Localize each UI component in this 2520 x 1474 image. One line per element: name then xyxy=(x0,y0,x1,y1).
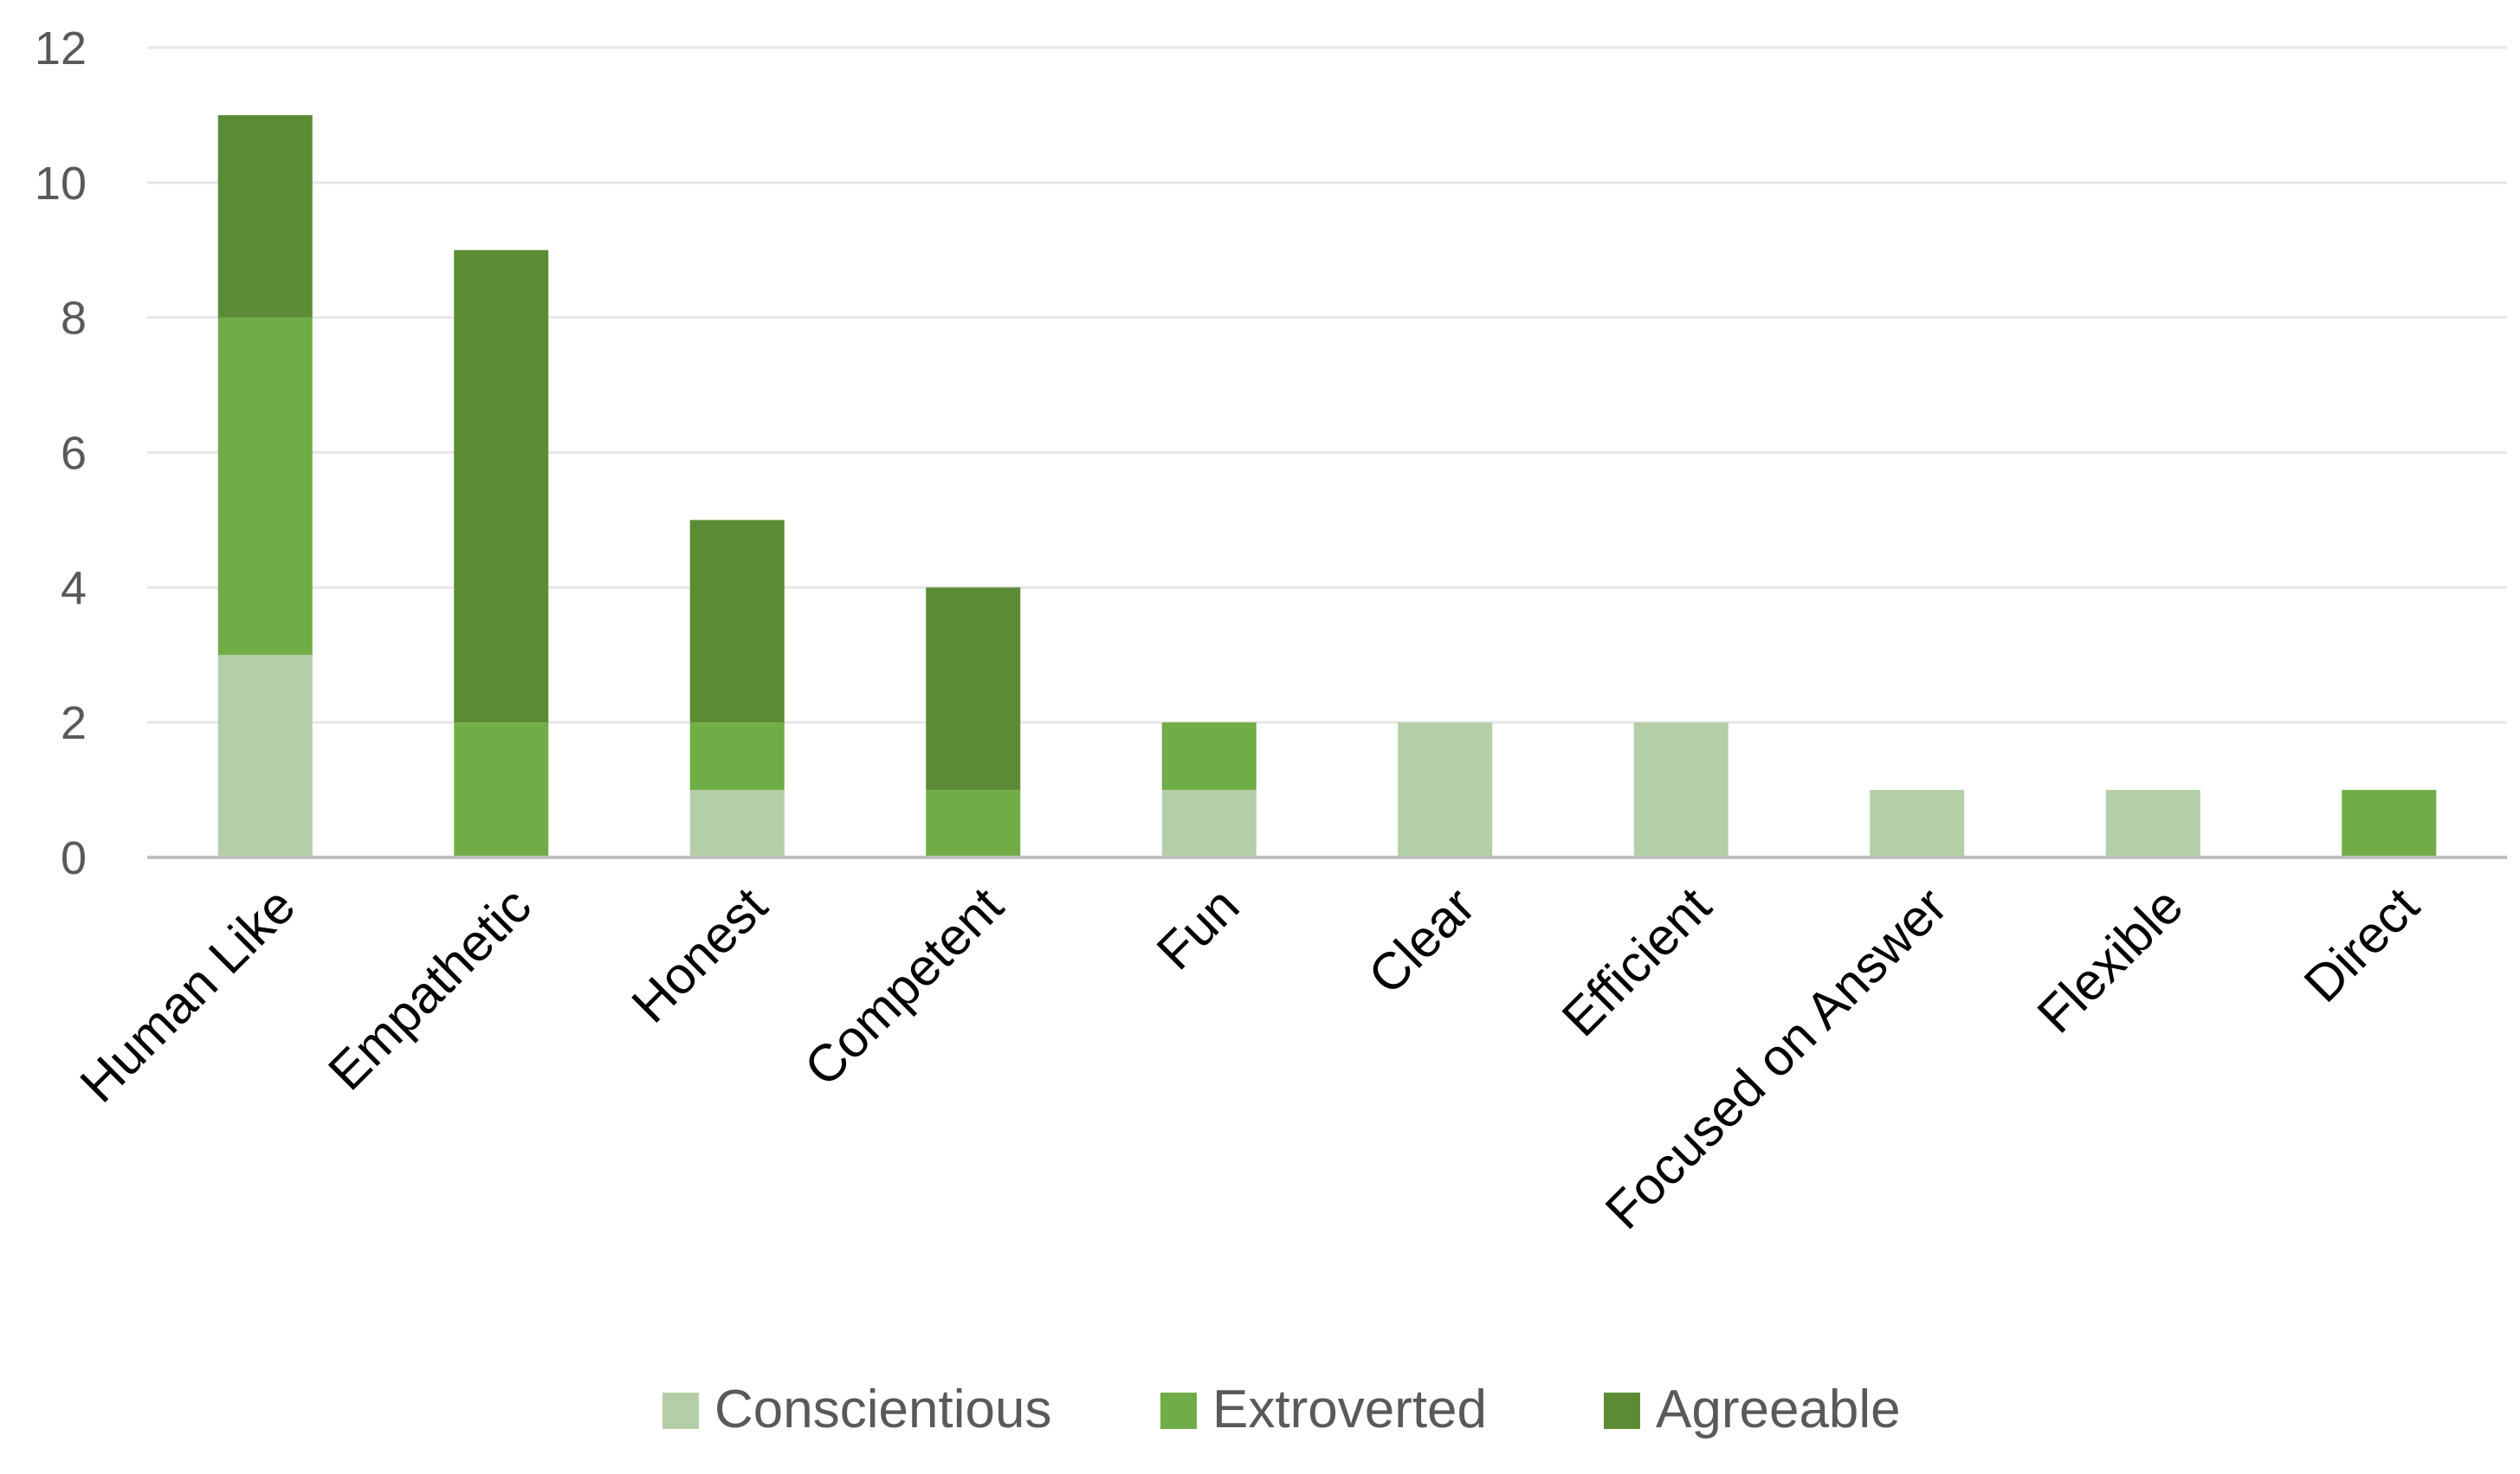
legend-swatch-conscientious xyxy=(662,1393,699,1429)
y-tick-label: 0 xyxy=(61,832,87,884)
x-category-label-honest: Honest xyxy=(621,876,779,1034)
bar-fun-conscientious xyxy=(1161,790,1257,857)
bar-clear-conscientious xyxy=(1398,722,1493,857)
y-tick-label: 4 xyxy=(61,562,87,614)
bars xyxy=(217,114,2437,857)
bar-direct-extroverted xyxy=(2342,790,2437,857)
bar-empathetic-agreeable xyxy=(454,249,549,723)
x-category-label-human-like: Human Like xyxy=(69,876,307,1114)
y-tick-label: 12 xyxy=(35,23,87,74)
legend-swatch-extroverted xyxy=(1160,1393,1197,1429)
legend-label-conscientious: Conscientious xyxy=(714,1380,1051,1439)
bar-efficient-conscientious xyxy=(1633,722,1728,857)
bar-empathetic-extroverted xyxy=(454,722,549,857)
legend-label-agreeable: Agreeable xyxy=(1656,1380,1901,1439)
bar-fun-extroverted xyxy=(1161,722,1257,791)
bar-flexible-conscientious xyxy=(2105,790,2200,857)
bar-competent-extroverted xyxy=(926,790,1021,857)
x-category-label-empathetic: Empathetic xyxy=(317,876,542,1102)
y-tick-label: 2 xyxy=(61,697,87,749)
bar-human-like-extroverted xyxy=(217,317,313,656)
y-axis-tick-labels: 0 2 4 6 8 10 12 xyxy=(35,23,87,884)
x-category-label-flexible: Flexible xyxy=(2026,876,2194,1044)
x-category-label-direct: Direct xyxy=(2293,876,2430,1013)
bar-honest-extroverted xyxy=(689,722,785,791)
y-tick-label: 8 xyxy=(61,293,87,345)
y-tick-label: 6 xyxy=(61,428,87,480)
legend: Conscientious Extroverted Agreeable xyxy=(662,1380,1901,1439)
legend-swatch-agreeable xyxy=(1604,1393,1640,1429)
x-category-label-fun: Fun xyxy=(1146,876,1250,980)
x-category-label-clear: Clear xyxy=(1357,876,1486,1005)
bar-human-like-agreeable xyxy=(217,114,313,318)
bar-human-like-conscientious xyxy=(217,655,313,857)
bar-honest-agreeable xyxy=(689,520,785,723)
x-axis-category-labels: Human Like Empathetic Honest Competent Fun Cl… xyxy=(69,876,2430,1240)
y-tick-label: 10 xyxy=(35,158,87,210)
bar-honest-conscientious xyxy=(689,790,785,857)
bar-competent-agreeable xyxy=(926,587,1021,791)
bar-focused-on-answer-conscientious xyxy=(1870,790,1965,857)
legend-label-extroverted: Extroverted xyxy=(1212,1380,1487,1439)
x-category-label-competent: Competent xyxy=(793,876,1014,1097)
x-category-label-efficient: Efficient xyxy=(1551,876,1722,1048)
